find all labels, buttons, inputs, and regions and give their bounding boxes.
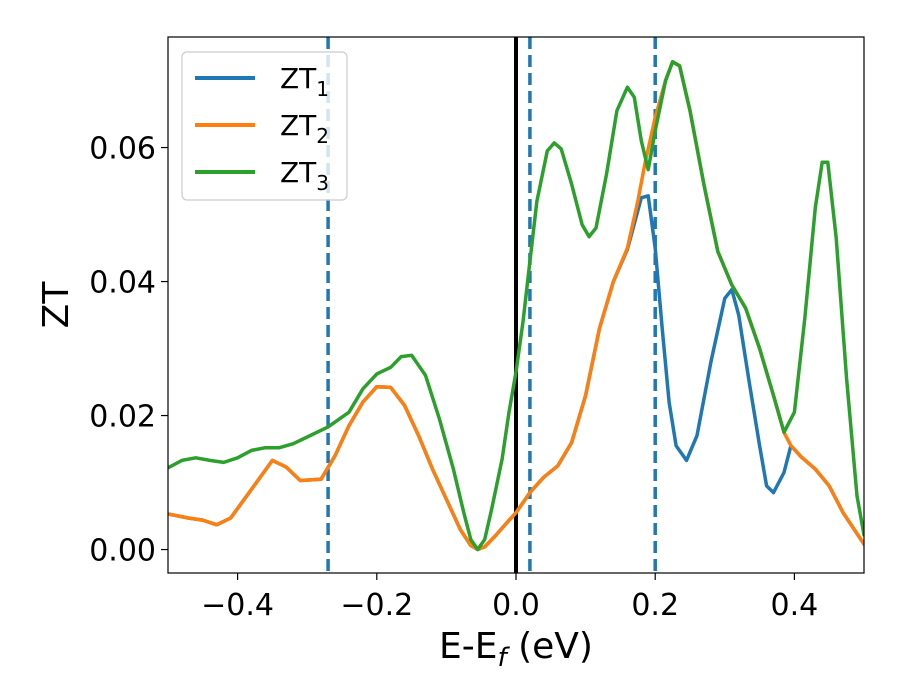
- x-axis-label: E-Ef (eV): [439, 626, 593, 673]
- x-tick-label: −0.4: [201, 588, 274, 623]
- vertical-lines: [326, 37, 657, 573]
- x-axis-ticks: −0.4 −0.2 0.0 0.2 0.4: [201, 573, 818, 623]
- y-tick-label: 0.04: [89, 266, 156, 301]
- legend-box: [181, 51, 348, 201]
- series-line-zt3: [168, 60, 864, 552]
- y-axis-ticks: 0.00 0.02 0.04 0.06: [89, 132, 168, 569]
- x-tick-label: 0.0: [492, 588, 540, 623]
- y-axis-label: ZT: [36, 281, 77, 329]
- legend: ZT1 ZT2 ZT3: [181, 51, 348, 201]
- y-tick-label: 0.06: [89, 132, 156, 167]
- y-tick-label: 0.02: [89, 400, 156, 435]
- legend-label-zt3: ZT3: [280, 156, 329, 195]
- legend-label-zt1: ZT1: [280, 62, 329, 101]
- legend-label-zt2: ZT2: [280, 109, 329, 148]
- x-tick-label: −0.2: [340, 588, 413, 623]
- x-tick-label: 0.2: [631, 588, 679, 623]
- x-tick-label: 0.4: [771, 588, 819, 623]
- y-tick-label: 0.00: [89, 534, 156, 569]
- x-axis-label-unit: (eV): [507, 626, 593, 667]
- series-lines: [168, 60, 864, 552]
